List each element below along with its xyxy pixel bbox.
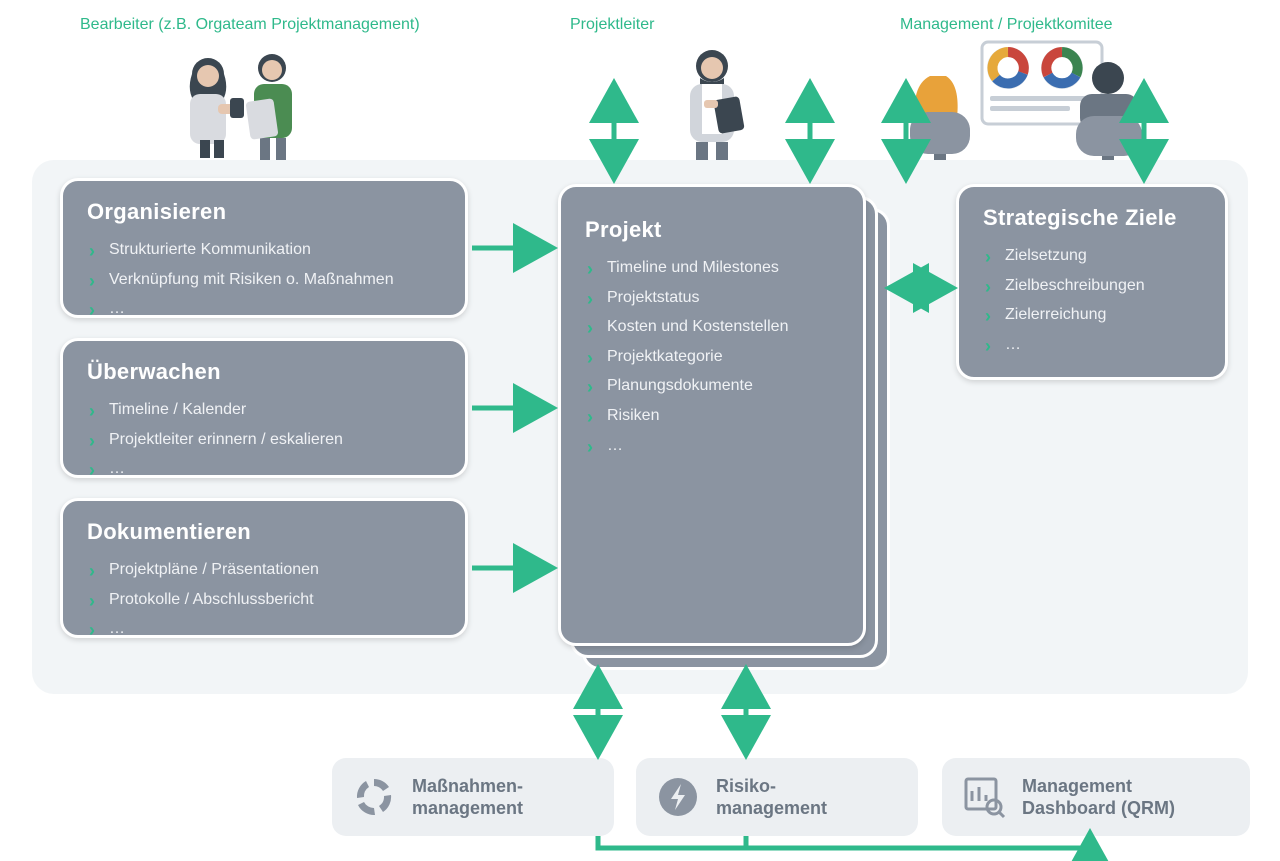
list-item: Timeline und Milestones [585,253,839,283]
list-item: Projektkategorie [585,342,839,372]
label-line: management [716,797,827,820]
list-item: Verknüpfung mit Risiken o. Maßnahmen [87,265,441,295]
role-label-right: Management / Projektkomitee [900,16,1113,34]
dashboard-icon [962,775,1006,819]
card-ziele-title: Strategische Ziele [983,205,1201,231]
card-organisieren-title: Organisieren [87,199,441,225]
box-dashboard-label: Management Dashboard (QRM) [1022,775,1175,820]
card-ueberwachen-list: Timeline / Kalender Projektleiter erinne… [87,395,441,484]
list-item: Projektstatus [585,283,839,313]
box-risiko: Risiko- management [636,758,918,836]
card-organisieren: Organisieren Strukturierte Kommunikation… [60,178,468,318]
list-item: Kosten und Kostenstellen [585,312,839,342]
label-line: management [412,797,523,820]
persona-projektleiter [658,40,768,160]
card-dokumentieren-list: Projektpläne / Präsentationen Protokolle… [87,555,441,644]
list-item: Projektleiter erinnern / eskalieren [87,425,441,455]
list-item: Strukturierte Kommunikation [87,235,441,265]
card-ziele-list: Zielsetzung Zielbeschreibungen Zielerrei… [983,241,1201,359]
card-dokumentieren-title: Dokumentieren [87,519,441,545]
card-projekt-title: Projekt [585,217,839,243]
list-item: Protokolle / Abschlussbericht [87,585,441,615]
label-line: Risiko- [716,775,827,798]
label-line: Maßnahmen- [412,775,523,798]
role-label-left: Bearbeiter (z.B. Orgateam Projektmanagem… [80,16,420,34]
list-item: Zielsetzung [983,241,1201,271]
list-item: … [585,431,839,461]
list-item: … [87,454,441,484]
card-organisieren-list: Strukturierte Kommunikation Verknüpfung … [87,235,441,324]
card-dokumentieren: Dokumentieren Projektpläne / Präsentatio… [60,498,468,638]
list-item: Zielbeschreibungen [983,271,1201,301]
label-line: Management [1022,775,1175,798]
list-item: Projektpläne / Präsentationen [87,555,441,585]
list-item: Timeline / Kalender [87,395,441,425]
list-item: Planungsdokumente [585,371,839,401]
list-item: … [87,614,441,644]
card-projekt: Projekt Timeline und Milestones Projekts… [558,184,866,646]
box-risiko-label: Risiko- management [716,775,827,820]
box-massnahmen-label: Maßnahmen- management [412,775,523,820]
label-line: Dashboard (QRM) [1022,797,1175,820]
box-dashboard: Management Dashboard (QRM) [942,758,1250,836]
card-ziele: Strategische Ziele Zielsetzung Zielbesch… [956,184,1228,380]
list-item: … [983,330,1201,360]
list-item: … [87,294,441,324]
card-ueberwachen: Überwachen Timeline / Kalender Projektle… [60,338,468,478]
recycle-icon [352,775,396,819]
list-item: Risiken [585,401,839,431]
lightning-icon [656,775,700,819]
role-label-center: Projektleiter [570,16,654,34]
list-item: Zielerreichung [983,300,1201,330]
persona-bearbeiter [160,40,330,160]
box-massnahmen: Maßnahmen- management [332,758,614,836]
card-projekt-list: Timeline und Milestones Projektstatus Ko… [585,253,839,460]
card-ueberwachen-title: Überwachen [87,359,441,385]
persona-management [900,36,1150,162]
